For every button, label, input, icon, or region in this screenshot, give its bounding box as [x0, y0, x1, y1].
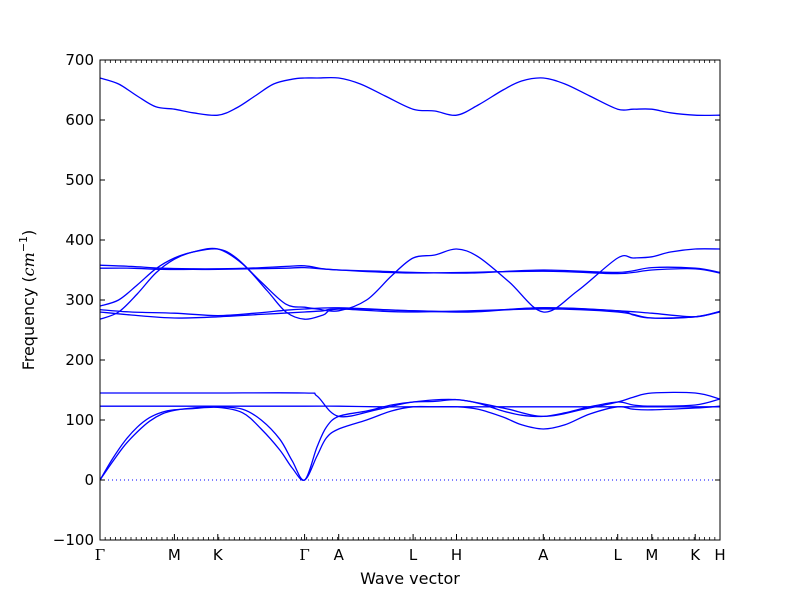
x-tick-label: A: [334, 546, 345, 564]
plot-marks: [99, 76, 721, 481]
y-axis-label-text: Frequency: [19, 288, 38, 371]
x-tick-label: A: [538, 546, 549, 564]
x-tick-label: H: [451, 546, 462, 564]
y-axis-label-unit: cm: [19, 252, 38, 276]
x-tick-label: K: [213, 546, 224, 564]
y-tick-label: 400: [65, 231, 94, 249]
y-tick-label: 200: [65, 351, 94, 369]
band-line-4: [99, 266, 721, 275]
y-axis-label-unit-exp: −1: [17, 236, 30, 252]
y-axis-label: Frequency (cm−1): [17, 230, 38, 371]
band-line-7: [99, 308, 721, 319]
y-tick-label: 0: [84, 471, 94, 489]
y-tick-label: 700: [65, 51, 94, 69]
x-tick-label: Γ: [299, 546, 309, 564]
x-tick-label: M: [168, 546, 181, 564]
x-tick-label: L: [614, 546, 623, 564]
x-axis-label: Wave vector: [360, 569, 460, 588]
y-tick-label: 100: [65, 411, 94, 429]
x-tick-label: Γ: [95, 546, 105, 564]
y-tick-label: 300: [65, 291, 94, 309]
x-tick-label: H: [714, 546, 725, 564]
band-line-1: [99, 76, 721, 117]
x-tick-label: M: [645, 546, 658, 564]
band-line-10: [99, 405, 721, 481]
band-line-6: [99, 307, 721, 318]
y-axis: −100 0 100 200 300 400 500 600 700: [53, 51, 720, 549]
y-tick-label: 600: [65, 111, 94, 129]
band-line-11: [99, 398, 721, 481]
y-tick-label: −100: [53, 531, 94, 549]
y-tick-label: 500: [65, 171, 94, 189]
x-tick-label: K: [690, 546, 701, 564]
y-axis-label-paren-open: (: [19, 276, 38, 287]
x-tick-label: L: [409, 546, 418, 564]
y-axis-label-paren-close: ): [19, 230, 38, 236]
